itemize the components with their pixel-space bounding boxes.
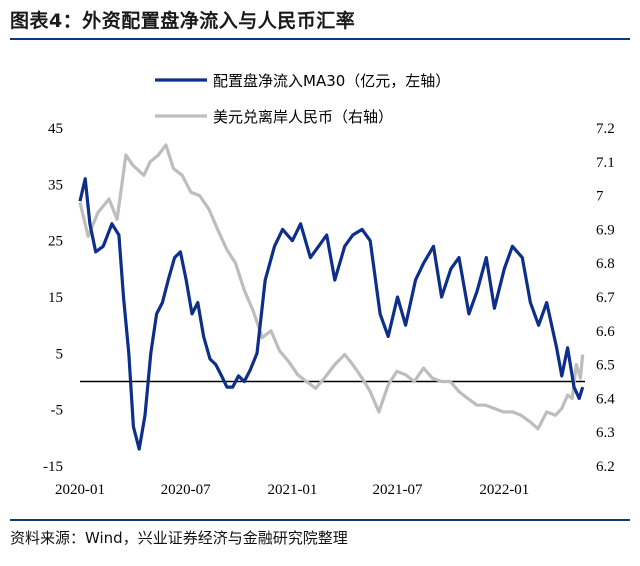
x-axis-tick-label: 2020-07	[161, 482, 211, 498]
x-axis-ticks: 2020-01 2020-07 2021-01 2021-07 2022-01	[55, 482, 529, 498]
left-axis-ticks: 45 35 25 15 5 -5 -15	[43, 121, 63, 475]
right-axis-tick-label: 6.5	[596, 358, 615, 374]
left-axis-tick-label: 45	[48, 121, 63, 137]
right-axis-tick-label: 6.8	[596, 256, 615, 272]
x-axis-tick-label: 2022-01	[479, 482, 529, 498]
right-axis-tick-label: 6.2	[596, 459, 615, 475]
title-rule	[10, 38, 630, 40]
x-axis-tick-label: 2021-07	[373, 482, 423, 498]
left-axis-tick-label: -15	[43, 459, 63, 475]
right-axis-tick-label: 6.7	[596, 290, 615, 306]
legend-label-cny: 美元兑离岸人民币（右轴）	[213, 108, 393, 126]
cny-series-line	[78, 143, 585, 431]
netflow-series-line	[78, 177, 585, 451]
legend: 配置盘净流入MA30（亿元，左轴） 美元兑离岸人民币（右轴）	[155, 72, 450, 126]
right-axis-tick-label: 7	[596, 189, 604, 205]
left-axis-tick-label: 15	[48, 290, 63, 306]
page-title: 图表4：外资配置盘净流入与人民币汇率	[10, 10, 356, 32]
left-axis-tick-label: 35	[48, 177, 63, 193]
left-axis-tick-label: -5	[51, 403, 64, 419]
right-axis-tick-label: 6.6	[596, 324, 615, 340]
right-axis-tick-label: 7.1	[596, 155, 615, 171]
x-axis-tick-label: 2020-01	[55, 482, 105, 498]
right-axis-tick-label: 6.4	[596, 391, 615, 407]
left-axis-tick-label: 25	[48, 234, 63, 250]
right-axis-tick-label: 6.3	[596, 425, 615, 441]
right-axis-tick-label: 7.2	[596, 121, 615, 137]
legend-label-netflow: 配置盘净流入MA30（亿元，左轴）	[213, 72, 450, 90]
source-note: 资料来源：Wind，兴业证券经济与金融研究院整理	[10, 529, 348, 547]
footer-rule	[10, 519, 630, 521]
left-axis-tick-label: 5	[56, 346, 64, 362]
x-axis-tick-label: 2021-01	[267, 482, 317, 498]
right-axis-ticks: 7.2 7.1 7 6.9 6.8 6.7 6.6 6.5 6.4 6.3 6.2	[596, 121, 615, 475]
right-axis-tick-label: 6.9	[596, 222, 615, 238]
